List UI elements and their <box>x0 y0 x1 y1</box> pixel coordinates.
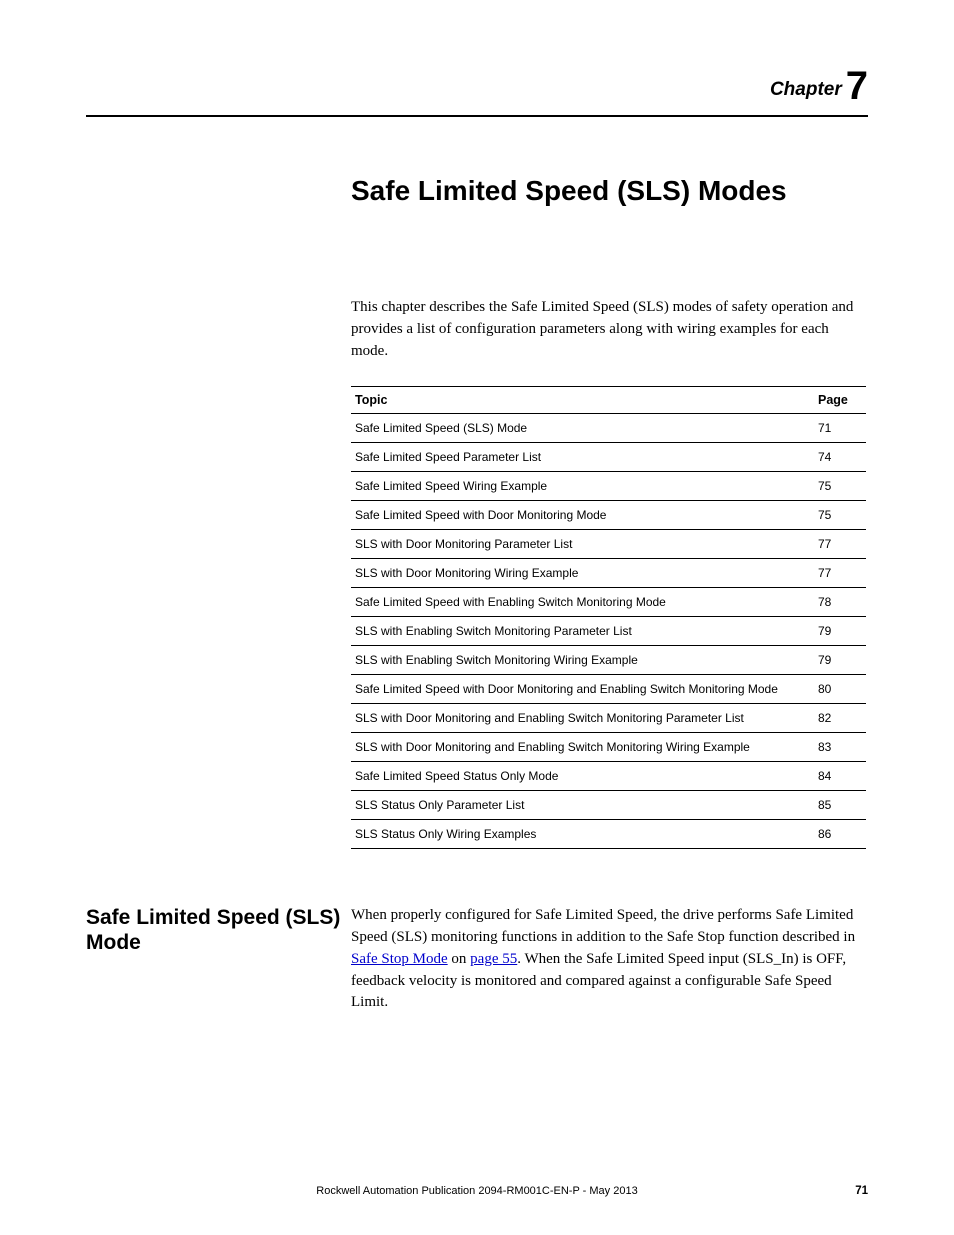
topic-cell: SLS Status Only Wiring Examples <box>351 820 814 849</box>
section-body: When properly configured for Safe Limite… <box>351 905 868 1014</box>
page-cell: 75 <box>814 501 866 530</box>
topic-cell: Safe Limited Speed with Enabling Switch … <box>351 588 814 617</box>
footer-page-number: 71 <box>855 1185 868 1197</box>
topic-cell: Safe Limited Speed with Door Monitoring … <box>351 675 814 704</box>
page-cell: 83 <box>814 733 866 762</box>
topic-cell: SLS Status Only Parameter List <box>351 791 814 820</box>
table-row: Safe Limited Speed with Enabling Switch … <box>351 588 866 617</box>
page-cell: 82 <box>814 704 866 733</box>
page-cell: 79 <box>814 646 866 675</box>
topic-cell: Safe Limited Speed Status Only Mode <box>351 762 814 791</box>
page-cell: 75 <box>814 472 866 501</box>
page-cell: 74 <box>814 443 866 472</box>
table-row: Safe Limited Speed Parameter List74 <box>351 443 866 472</box>
page-cell: 86 <box>814 820 866 849</box>
table-row: SLS with Door Monitoring Wiring Example7… <box>351 559 866 588</box>
table-row: SLS with Enabling Switch Monitoring Wiri… <box>351 646 866 675</box>
table-row: Safe Limited Speed with Door Monitoring … <box>351 675 866 704</box>
page-cell: 77 <box>814 559 866 588</box>
page-cell: 77 <box>814 530 866 559</box>
chapter-number: 7 <box>846 64 868 108</box>
page-cell: 71 <box>814 414 866 443</box>
intro-paragraph: This chapter describes the Safe Limited … <box>351 297 868 362</box>
chapter-header: Chapter7 <box>86 64 868 117</box>
topic-cell: SLS with Door Monitoring Wiring Example <box>351 559 814 588</box>
topic-cell: Safe Limited Speed Parameter List <box>351 443 814 472</box>
table-row: Safe Limited Speed with Door Monitoring … <box>351 501 866 530</box>
table-row: SLS with Enabling Switch Monitoring Para… <box>351 617 866 646</box>
topic-cell: SLS with Enabling Switch Monitoring Wiri… <box>351 646 814 675</box>
topic-cell: SLS with Door Monitoring Parameter List <box>351 530 814 559</box>
topic-cell: SLS with Enabling Switch Monitoring Para… <box>351 617 814 646</box>
page-cell: 84 <box>814 762 866 791</box>
topic-cell: SLS with Door Monitoring and Enabling Sw… <box>351 704 814 733</box>
chapter-label: Chapter <box>770 79 842 100</box>
link-page-55[interactable]: page 55 <box>470 951 517 967</box>
table-row: Safe Limited Speed (SLS) Mode71 <box>351 414 866 443</box>
topic-cell: Safe Limited Speed with Door Monitoring … <box>351 501 814 530</box>
table-row: Safe Limited Speed Wiring Example75 <box>351 472 866 501</box>
section-heading: Safe Limited Speed (SLS) Mode <box>86 905 351 1014</box>
col-header-topic: Topic <box>351 387 814 414</box>
body-text-mid: on <box>448 951 471 967</box>
section-sls-mode: Safe Limited Speed (SLS) Mode When prope… <box>86 905 868 1014</box>
table-header-row: Topic Page <box>351 387 866 414</box>
topic-cell: Safe Limited Speed Wiring Example <box>351 472 814 501</box>
topic-table: Topic Page Safe Limited Speed (SLS) Mode… <box>351 386 866 849</box>
table-row: SLS Status Only Wiring Examples86 <box>351 820 866 849</box>
page-cell: 80 <box>814 675 866 704</box>
link-safe-stop-mode[interactable]: Safe Stop Mode <box>351 951 448 967</box>
page-cell: 78 <box>814 588 866 617</box>
footer-publication: Rockwell Automation Publication 2094-RM0… <box>0 1185 954 1197</box>
page-title: Safe Limited Speed (SLS) Modes <box>351 175 868 207</box>
body-text-pre: When properly configured for Safe Limite… <box>351 907 855 945</box>
table-row: Safe Limited Speed Status Only Mode84 <box>351 762 866 791</box>
page-cell: 79 <box>814 617 866 646</box>
table-row: SLS with Door Monitoring and Enabling Sw… <box>351 704 866 733</box>
table-row: SLS with Door Monitoring and Enabling Sw… <box>351 733 866 762</box>
table-row: SLS with Door Monitoring Parameter List7… <box>351 530 866 559</box>
table-row: SLS Status Only Parameter List85 <box>351 791 866 820</box>
topic-cell: Safe Limited Speed (SLS) Mode <box>351 414 814 443</box>
topic-cell: SLS with Door Monitoring and Enabling Sw… <box>351 733 814 762</box>
page-cell: 85 <box>814 791 866 820</box>
col-header-page: Page <box>814 387 866 414</box>
